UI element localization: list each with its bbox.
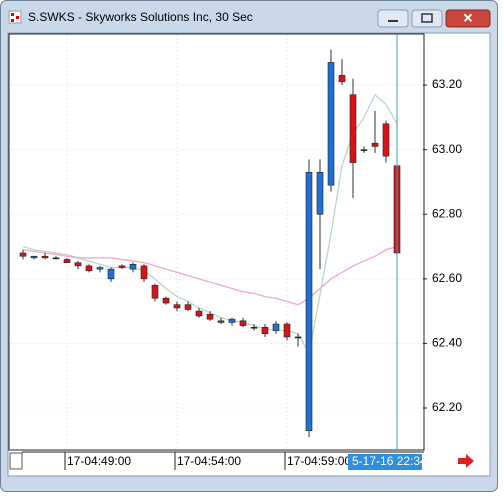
candle-body	[162, 297, 170, 304]
candle-body	[85, 265, 93, 272]
y-tick-label: 62.40	[432, 336, 462, 350]
app-icon-dot	[11, 19, 14, 22]
candle-body	[294, 336, 302, 339]
candle-body	[195, 310, 203, 317]
window-title: S.SWKS - Skyworks Solutions Inc, 30 Sec	[28, 10, 253, 24]
candle-body	[250, 326, 258, 329]
crosshair-label-bg	[348, 454, 422, 470]
candle-body	[140, 265, 148, 280]
candle-body	[261, 326, 269, 335]
candle-body	[217, 320, 225, 323]
candle-body	[206, 314, 214, 320]
x-tick-label: 17-04:59:00	[287, 454, 351, 468]
candle-body	[327, 62, 335, 186]
candle-body	[283, 323, 291, 338]
app-icon-dot	[16, 16, 19, 19]
scroll-arrow[interactable]	[458, 454, 474, 468]
candle-body	[239, 320, 247, 326]
close-button[interactable]	[445, 9, 491, 28]
candle-body	[19, 252, 27, 257]
scroll-box[interactable]	[9, 452, 23, 470]
maximize-icon	[421, 13, 433, 23]
candle-body	[382, 123, 390, 157]
candle-body	[107, 268, 115, 280]
app-icon	[8, 10, 22, 24]
y-tick-label: 62.20	[432, 400, 462, 414]
candle-body	[305, 171, 313, 431]
candle-body	[316, 171, 324, 215]
candle-body	[74, 262, 82, 267]
candle-body	[129, 263, 137, 270]
close-icon: ✕	[463, 10, 474, 25]
candle-body	[30, 255, 38, 259]
y-tick-label: 63.20	[432, 77, 462, 91]
y-tick-label: 62.60	[432, 271, 462, 285]
candle-body	[118, 265, 126, 268]
app-icon-dot	[11, 13, 14, 16]
y-tick-label: 63.00	[432, 142, 462, 156]
moving-average-line	[22, 245, 398, 306]
maximize-button[interactable]	[411, 9, 443, 28]
candle-body	[173, 304, 181, 309]
candle-body	[338, 75, 346, 83]
candle-body	[272, 323, 280, 331]
y-tick-label: 62.80	[432, 206, 462, 220]
x-tick-label: 17-04:49:00	[67, 454, 131, 468]
candle-body	[151, 284, 159, 299]
crosshair-label: 5-17-16 22:34:00	[352, 454, 444, 468]
candle-body	[349, 94, 357, 163]
minimize-button[interactable]	[377, 9, 409, 28]
candle-body	[228, 318, 236, 323]
candle-body	[41, 255, 49, 259]
candle-body	[184, 304, 192, 310]
plot-area	[8, 33, 425, 451]
candle-body	[52, 257, 60, 260]
candle-body	[371, 142, 379, 147]
x-tick-label: 17-04:54:00	[177, 454, 241, 468]
candle-body	[63, 259, 71, 263]
candle-body	[360, 149, 368, 151]
candle-body	[96, 267, 104, 270]
